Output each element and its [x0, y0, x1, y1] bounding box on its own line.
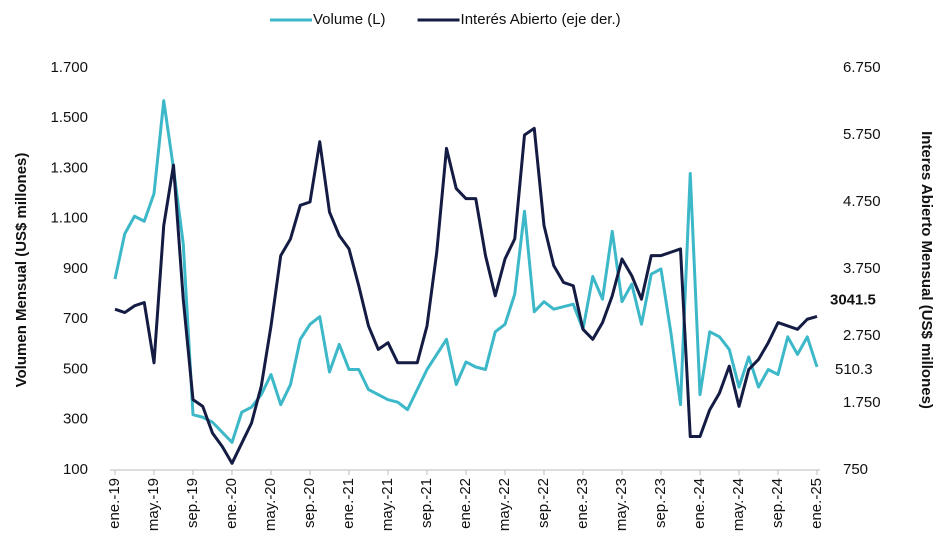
end-label: 510.3	[835, 361, 873, 378]
y-tick-label: 900	[63, 260, 88, 277]
line-series	[114, 126, 818, 465]
y-tick-label: 1.300	[50, 159, 88, 176]
x-tick-label: ene.-19	[106, 478, 123, 529]
x-tick-label: sep.-19	[184, 478, 201, 528]
y-tick-label: 1.500	[50, 109, 88, 126]
y-tick-label: 1.100	[50, 210, 88, 227]
y2-tick-label: 2.750	[843, 327, 881, 344]
x-tick-label: ene.-25	[808, 478, 825, 529]
x-tick-label: may.-22	[496, 478, 513, 531]
x-tick-label: ene.-22	[457, 478, 474, 529]
x-tick-label: may.-21	[379, 478, 396, 531]
y2-tick-label: 1.750	[843, 394, 881, 411]
y2-tick-label: 3.750	[843, 260, 881, 277]
y2-axis-title: Interes Abierto Mensual (US$ millones)	[918, 131, 935, 409]
legend-label: Volume (L)	[313, 11, 386, 28]
x-tick-label: may.-24	[730, 478, 747, 531]
y2-tick-label: 4.750	[843, 193, 881, 210]
y2-tick-label: 6.750	[843, 59, 881, 76]
x-tick-label: sep.-24	[769, 478, 786, 528]
x-tick-label: ene.-20	[223, 478, 240, 529]
x-tick-label: ene.-24	[691, 478, 708, 529]
y-axis-title: Volumen Mensual (US$ millones)	[13, 153, 30, 388]
legend-label: Interés Abierto (eje der.)	[461, 11, 621, 28]
end-label: 3041.5	[830, 291, 876, 308]
x-tick-label: sep.-21	[418, 478, 435, 528]
y-tick-label: 100	[63, 461, 88, 478]
y-tick-label: 500	[63, 360, 88, 377]
x-tick-label: sep.-22	[535, 478, 552, 528]
x-tick-label: ene.-21	[340, 478, 357, 529]
y2-tick-label: 750	[843, 461, 868, 478]
y-tick-label: 1.700	[50, 59, 88, 76]
x-tick-label: ene.-23	[574, 478, 591, 529]
x-tick-label: may.-23	[613, 478, 630, 531]
x-tick-label: sep.-20	[301, 478, 318, 528]
x-tick-label: may.-20	[262, 478, 279, 531]
x-tick-label: sep.-23	[652, 478, 669, 528]
y-tick-label: 300	[63, 411, 88, 428]
y-tick-label: 700	[63, 310, 88, 327]
y2-tick-label: 5.750	[843, 126, 881, 143]
line-series	[113, 99, 819, 444]
x-tick-label: may.-19	[145, 478, 162, 531]
